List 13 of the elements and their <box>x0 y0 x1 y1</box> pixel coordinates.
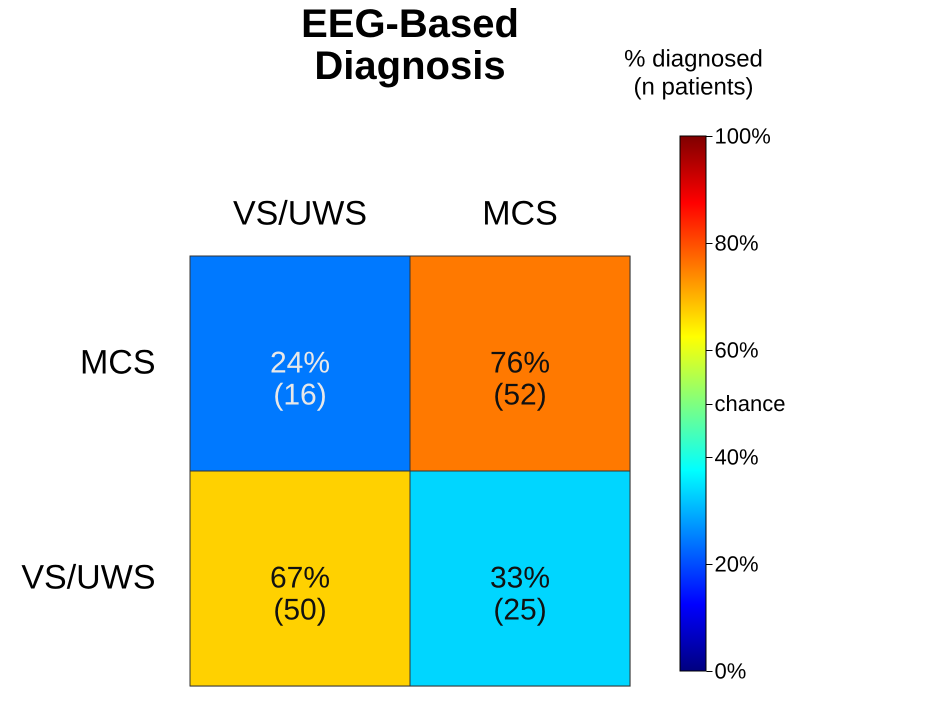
data-label: 67% (50) <box>270 562 330 626</box>
color-bar-label: 0% <box>714 658 746 684</box>
color-bar-label: 100% <box>714 124 771 148</box>
data-label: 76% (52) <box>490 346 550 412</box>
color-bar-label: 80% <box>714 230 759 256</box>
color-bar-label: 40% <box>714 444 759 470</box>
chart-title: EEG-Based Diagnosis <box>301 2 519 88</box>
color-bar-label: chance <box>714 391 786 416</box>
data-label: 24% (16) <box>270 346 330 412</box>
legend-title: % diagnosed (n patients) <box>624 46 763 100</box>
color-bar-label: 60% <box>714 338 759 362</box>
data-label: 33% (25) <box>490 562 550 626</box>
color-bar-label: 20% <box>714 552 759 576</box>
